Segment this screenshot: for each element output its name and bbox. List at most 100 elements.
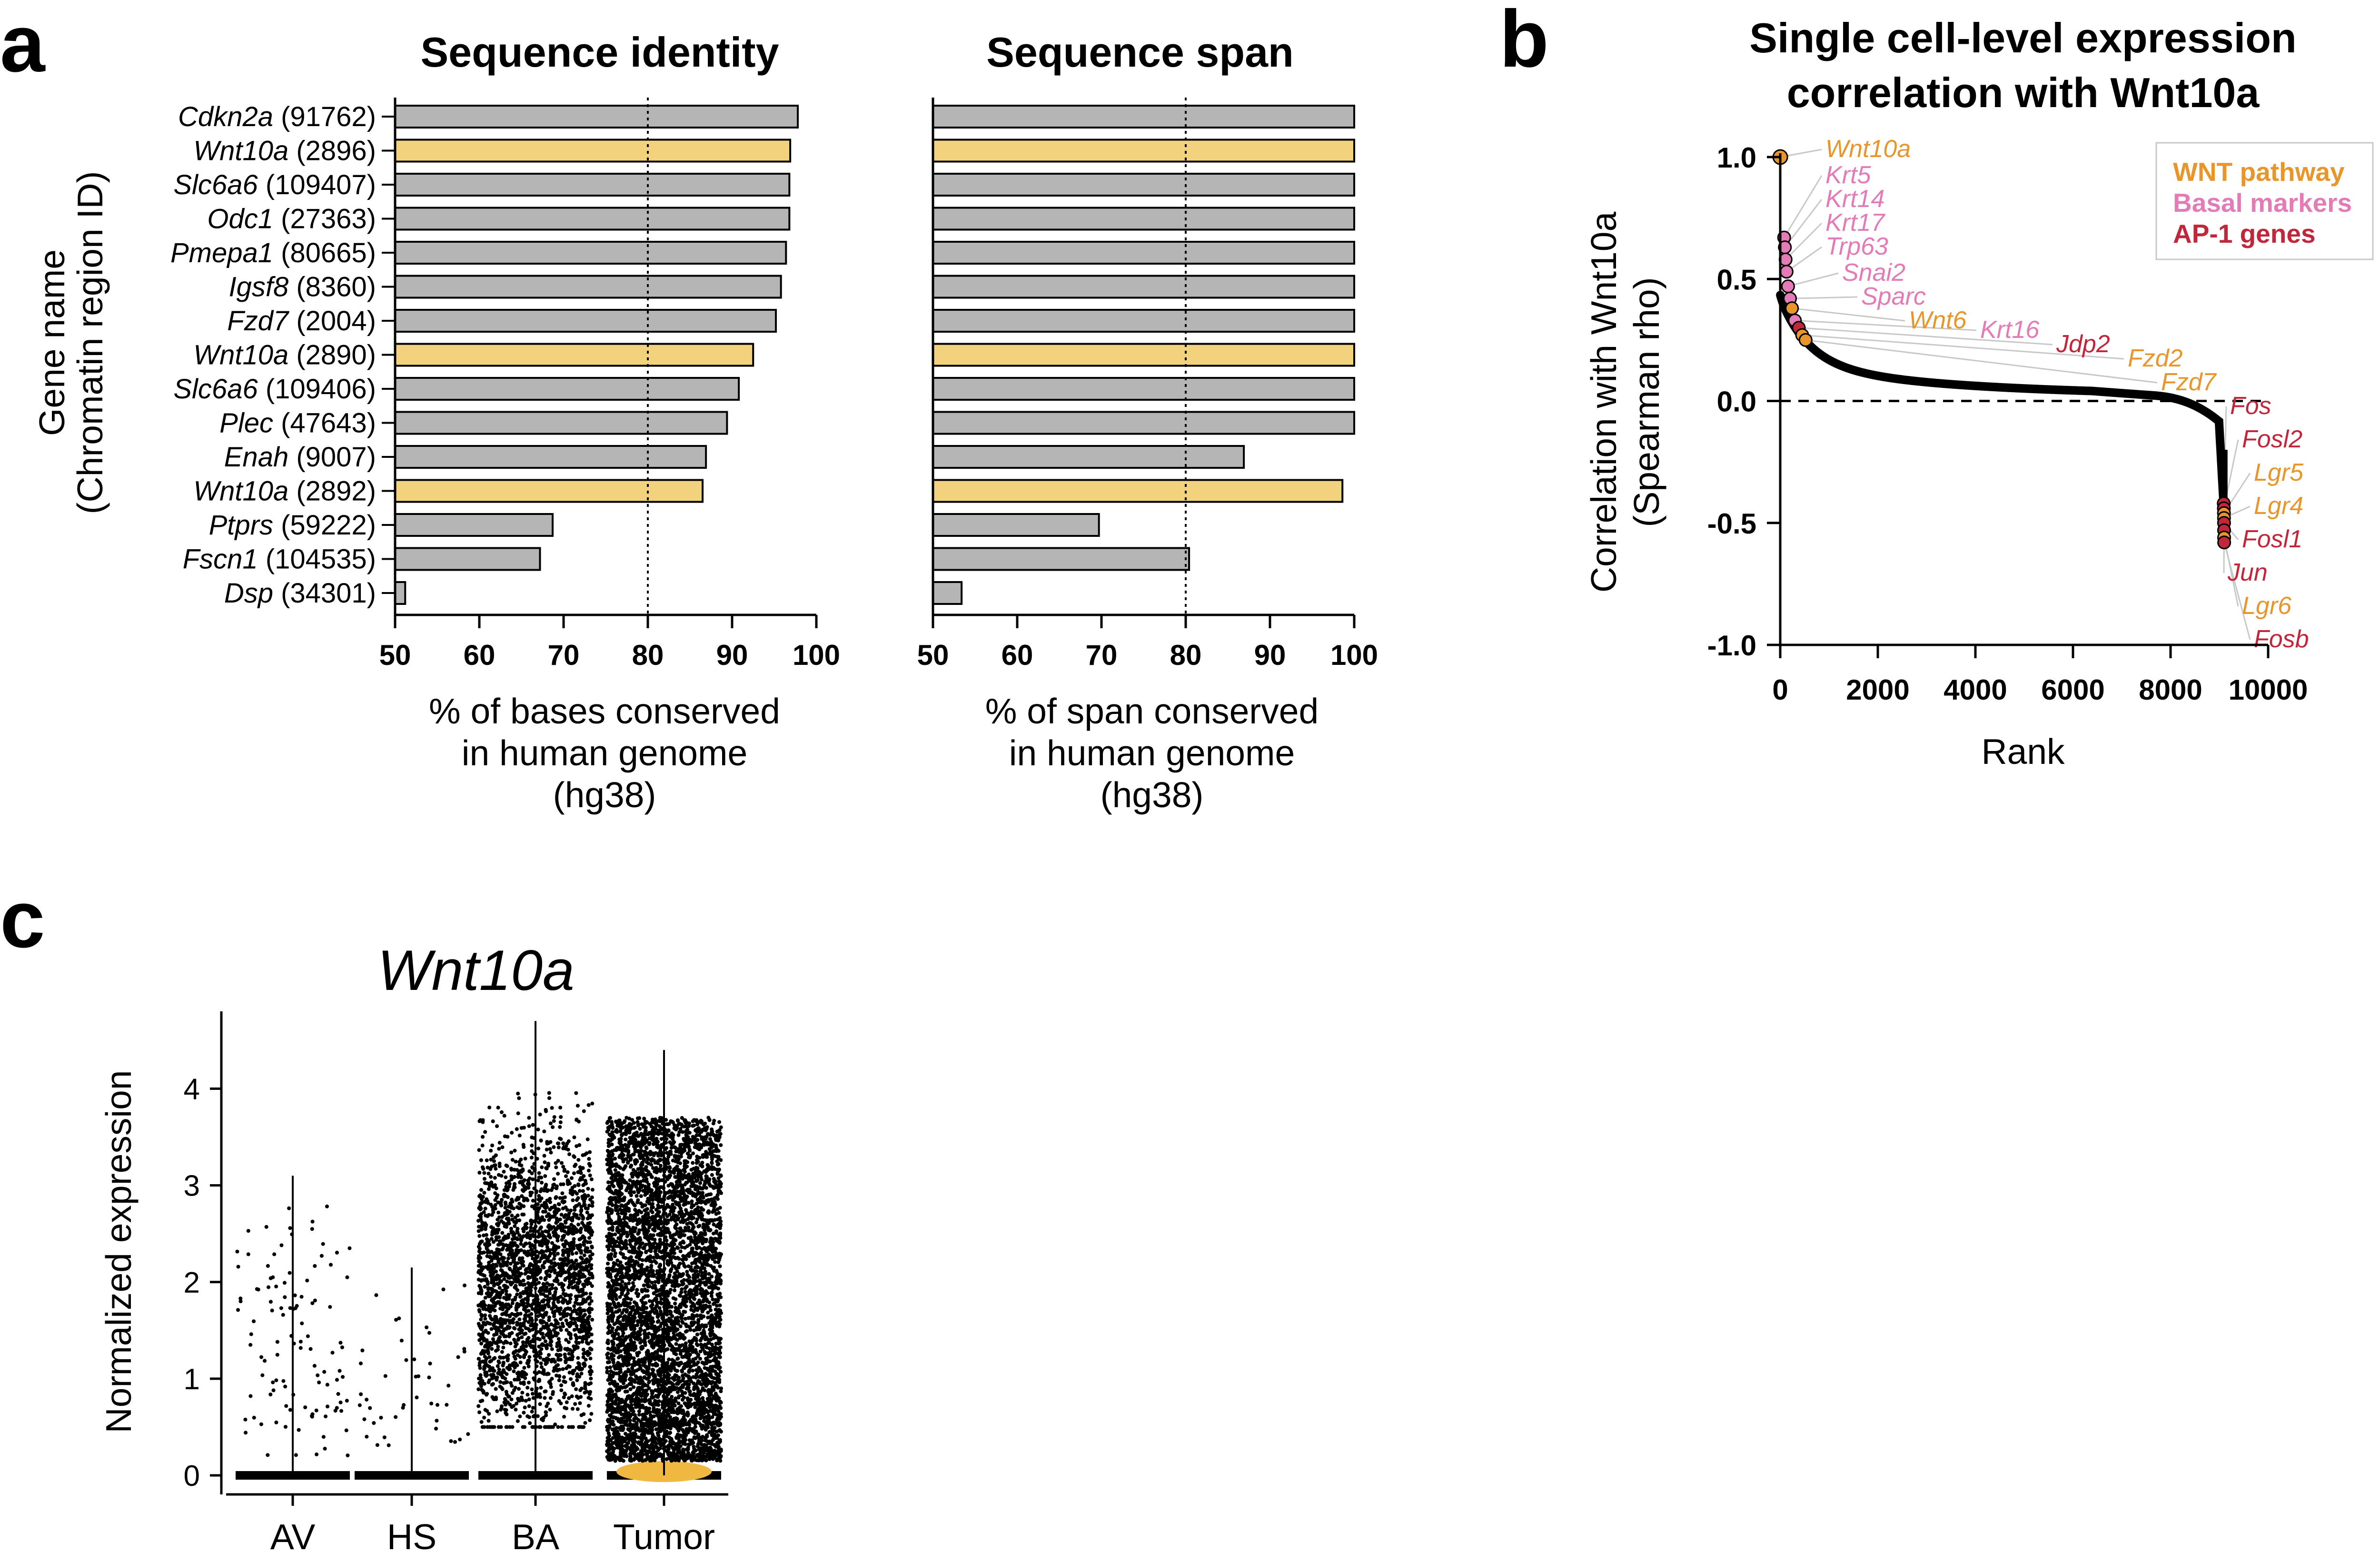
gene-label-5: Pmepa1 (80665) — [170, 237, 376, 268]
correlation-xtick-label-0: 0 — [1772, 674, 1788, 706]
gene-label-2: Wnt10a (2896) — [193, 136, 376, 167]
connector-fzd7 — [1805, 339, 2158, 384]
expression-title: Wnt10a — [377, 939, 575, 1002]
connector-jdp2 — [1798, 327, 2053, 346]
span-bar-7 — [932, 309, 1355, 333]
span-xlabel-line3: (hg38) — [1101, 775, 1204, 815]
point-label-trp63: Trp63 — [1825, 233, 1888, 260]
violin-group-av: AV — [235, 1176, 352, 1552]
span-bar-14 — [932, 547, 1190, 571]
point-label-snai2: Snai2 — [1842, 259, 1905, 287]
identity-xtick-label-100: 100 — [793, 639, 840, 671]
identity-bar-11 — [394, 445, 707, 469]
identity-bar-12 — [394, 479, 704, 503]
category-label-hs: HS — [387, 1517, 436, 1552]
gene-label-14: Fscn1 (104535) — [183, 544, 376, 575]
sequence-identity-chart: Sequence identity Gene name (Chromatin r… — [32, 29, 840, 815]
violin-group-ba: BA — [476, 1021, 595, 1552]
correlation-ytick-label-1.0: 1.0 — [1717, 142, 1756, 174]
point-label-jun: Jun — [2227, 559, 2268, 586]
identity-xtick-label-80: 80 — [632, 639, 664, 671]
sequence-span-title: Sequence span — [986, 29, 1294, 76]
identity-bar-3 — [394, 173, 791, 197]
identity-bar-9 — [394, 377, 740, 401]
point-label-sparc: Sparc — [1861, 283, 1926, 310]
identity-bar-13 — [394, 513, 554, 537]
span-bar-6 — [932, 275, 1355, 299]
point-wnt6 — [1785, 301, 1799, 316]
correlation-ytick-label-0.0: 0.0 — [1717, 386, 1756, 418]
connector-trp63 — [1786, 246, 1822, 273]
point-label-jdp2: Jdp2 — [2056, 330, 2110, 358]
expression-ytick-label-1: 1 — [184, 1363, 200, 1396]
identity-bar-7 — [394, 309, 777, 333]
gene-label-13: Ptprs (59222) — [209, 510, 376, 541]
point-fzd7 — [1798, 333, 1813, 347]
identity-bar-2 — [394, 138, 792, 163]
span-xtick-label-50: 50 — [917, 639, 949, 671]
point-label-fosb: Fosb — [2254, 625, 2309, 653]
point-label-lgr6: Lgr6 — [2242, 592, 2291, 620]
identity-bar-10 — [394, 411, 728, 435]
connector-fzd2 — [1802, 334, 2124, 360]
wnt10a-expression-chart: Wnt10a Normalized expression AV HS BA Tumor… — [99, 939, 728, 1552]
legend-basal: Basal markers — [2173, 188, 2352, 217]
jitter-points-tumor — [605, 1116, 723, 1463]
point-label-fosl1: Fosl1 — [2242, 525, 2302, 553]
violin-group-tumor: Tumor — [605, 1050, 723, 1552]
correlation-curve — [1776, 290, 2229, 517]
span-bar-4 — [932, 207, 1355, 231]
point-label-fos: Fos — [2230, 392, 2271, 420]
identity-xtick-label-90: 90 — [716, 639, 748, 671]
span-bar-5 — [932, 241, 1355, 265]
identity-bar-14 — [394, 547, 541, 571]
point-label-wnt6: Wnt6 — [1909, 306, 1966, 334]
span-bar-15 — [932, 581, 963, 605]
expression-ylabel: Normalized expression — [99, 1070, 139, 1433]
legend-wnt: WNT pathway — [2173, 157, 2345, 187]
span-bar-9 — [932, 377, 1355, 401]
jitter-points-av — [235, 1204, 352, 1457]
gene-label-12: Wnt10a (2892) — [193, 476, 376, 507]
connector-krt16 — [1795, 319, 1977, 331]
span-bar-13 — [932, 513, 1100, 537]
identity-xlabel-line1: % of bases conserved — [429, 691, 780, 731]
span-bar-1 — [932, 105, 1355, 129]
connector-snai2 — [1788, 272, 1839, 287]
correlation-xtick-label-4000: 4000 — [1944, 674, 2007, 706]
correlation-xtick-label-10000: 10000 — [2229, 674, 2308, 706]
point-label-krt5: Krt5 — [1825, 161, 1871, 189]
gene-label-11: Enah (9007) — [224, 442, 376, 473]
panel-label-b: b — [1499, 0, 1549, 84]
correlation-title-line2: correlation with Wnt10a — [1787, 69, 2260, 116]
identity-bar-5 — [394, 241, 787, 265]
identity-bar-15 — [394, 581, 407, 605]
jitter-points-ba — [476, 1091, 595, 1429]
span-xtick-label-70: 70 — [1086, 639, 1118, 671]
correlation-xtick-label-2000: 2000 — [1846, 674, 1909, 706]
gene-label-9: Slc6a6 (109406) — [173, 374, 376, 405]
identity-xtick-label-70: 70 — [548, 639, 580, 671]
expression-ytick-label-0: 0 — [184, 1460, 200, 1493]
gene-label-4: Odc1 (27363) — [207, 204, 376, 235]
correlation-ytick-label--1.0: -1.0 — [1707, 630, 1756, 662]
span-bar-11 — [932, 445, 1245, 469]
gene-label-8: Wnt10a (2890) — [193, 340, 376, 371]
span-bar-12 — [932, 479, 1344, 503]
point-label-lgr4: Lgr4 — [2254, 492, 2303, 520]
point-label-krt16: Krt16 — [1980, 316, 2039, 344]
point-label-fosl2: Fosl2 — [2242, 425, 2302, 453]
identity-bar-4 — [394, 207, 791, 231]
identity-xlabel-line2: in human genome — [462, 733, 747, 773]
point-label-krt17: Krt17 — [1825, 209, 1885, 237]
correlation-ytick-label-0.5: 0.5 — [1717, 264, 1756, 296]
rank-xlabel: Rank — [1981, 732, 2065, 771]
identity-bar-6 — [394, 275, 782, 299]
correlation-ylabel: Correlation with Wnt10a — [1584, 212, 1624, 593]
connector-krt17 — [1785, 222, 1823, 260]
gene-label-10: Plec (47643) — [219, 408, 376, 439]
point-label-fzd7: Fzd7 — [2161, 368, 2217, 396]
expression-ytick-label-2: 2 — [184, 1266, 200, 1299]
expression-ytick-label-3: 3 — [184, 1170, 200, 1203]
correlation-ytick-label--0.5: -0.5 — [1707, 508, 1756, 540]
